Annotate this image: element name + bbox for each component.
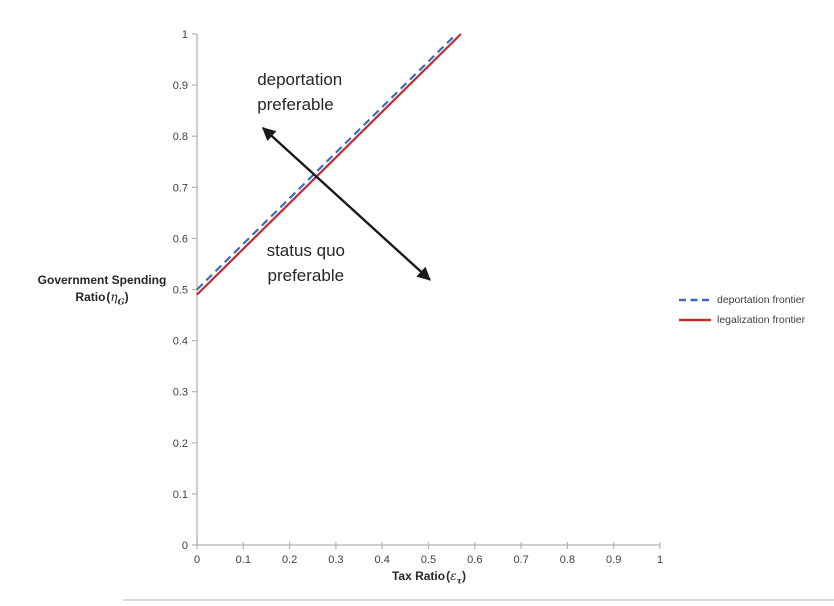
x-tick-label: 0.8 — [560, 554, 575, 566]
legend: deportation frontier legalization fronti… — [679, 294, 805, 326]
x-tick-label: 0.1 — [236, 554, 251, 566]
legend-swatch-solid-line — [679, 317, 711, 323]
annotation-status-quo-preferable: status quo preferable — [267, 238, 345, 288]
y-tick-label: 0.3 — [173, 387, 188, 399]
figure-bottom-border — [123, 599, 834, 601]
legend-item-legalization-frontier: legalization frontier — [679, 314, 805, 326]
y-tick-label: 0.1 — [173, 489, 188, 501]
y-tick-label: 1 — [182, 29, 188, 41]
x-axis-title: Tax Ratio(ετ) — [391, 569, 467, 586]
x-tick-label: 0.4 — [375, 554, 390, 566]
y-tick-label: 0.5 — [173, 285, 188, 297]
x-tick-label: 0.2 — [282, 554, 297, 566]
x-tick-label: 0.3 — [328, 554, 343, 566]
y-tick-label: 0.9 — [173, 80, 188, 92]
legend-swatch-line — [679, 318, 711, 322]
annotation-text-line: preferable — [267, 265, 345, 285]
x-tick-label: 0.7 — [513, 554, 528, 566]
x-tick-label: 0.9 — [606, 554, 621, 566]
annotation-text-line: preferable — [257, 94, 334, 114]
y-tick-label: 0.8 — [173, 131, 188, 143]
legend-swatch-line — [679, 298, 711, 302]
y-tick-label: 0.4 — [173, 336, 188, 348]
y-axis-title-line2: Ratio(ηG) — [75, 290, 129, 307]
x-tick-label: 0 — [194, 554, 200, 566]
annotation-deportation-preferable: deportation preferable — [257, 67, 342, 117]
y-axis-title: Government Spending Ratio(ηG) — [22, 272, 182, 310]
annotation-text-line: status quo — [266, 240, 346, 260]
direction-arrow — [261, 127, 431, 281]
legend-item-deportation-frontier: deportation frontier — [679, 294, 805, 306]
x-tick-label: 0.5 — [421, 554, 436, 566]
legend-label: legalization frontier — [717, 314, 806, 326]
legend-label: deportation frontier — [717, 294, 806, 306]
y-axis-title-line1: Government Spending — [37, 273, 167, 287]
y-tick-label: 0.2 — [173, 438, 188, 450]
y-tick-label: 0.7 — [173, 182, 188, 194]
annotation-text-line: deportation — [257, 69, 343, 89]
x-tick-label: 0.6 — [467, 554, 482, 566]
y-tick-label: 0.6 — [173, 233, 188, 245]
y-tick-label: 0 — [182, 540, 188, 552]
legend-swatch-dashed-line — [679, 297, 711, 303]
x-tick-label: 1 — [657, 554, 663, 566]
